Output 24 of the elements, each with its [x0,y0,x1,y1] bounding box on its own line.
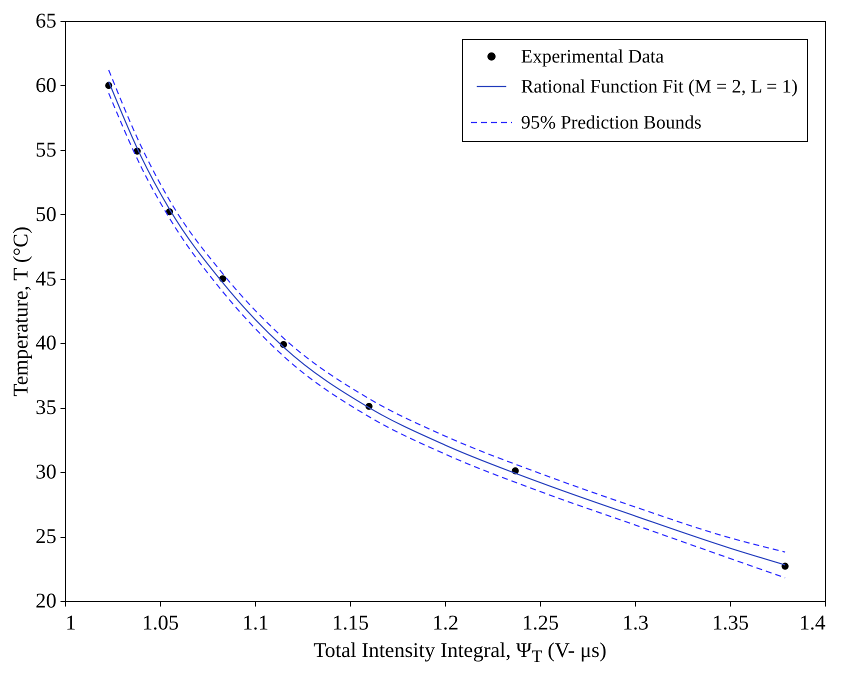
x-tick-label: 1.35 [712,610,749,634]
legend-label: Experimental Data [521,46,665,68]
x-axis-title: Total Intensity Integral, Ψ$_{T}$ (V- μs) [312,638,608,668]
x-tick-label: 1.2 [432,610,459,634]
x-tick-label: 1.05 [142,610,179,634]
x-tick-label: 1.15 [332,610,369,634]
x-tick-label: 1.4 [799,610,826,634]
y-axis-title: Temperature, T (°C) [8,226,32,397]
x-tick-label: 1.25 [522,610,559,634]
x-tick-label: 1.1 [242,610,269,634]
y-tick-label: 50 [36,202,56,226]
x-tick-label: 1.3 [622,610,649,634]
x-tick-label: 1 [66,610,76,634]
y-tick-label: 20 [36,588,56,612]
y-tick-label: 65 [36,8,56,32]
legend-label: Rational Function Fit (M = 2, L = 1) [521,76,798,98]
y-tick-label: 55 [36,137,56,162]
y-tick-label: 40 [36,330,56,355]
legend-label: 95% Prediction Bounds [521,112,702,134]
y-tick-label: 60 [36,72,56,97]
y-tick-label: 45 [36,266,56,290]
y-tick-label: 30 [36,460,56,484]
y-tick-label: 25 [36,524,56,548]
y-tick-label: 35 [36,395,56,420]
